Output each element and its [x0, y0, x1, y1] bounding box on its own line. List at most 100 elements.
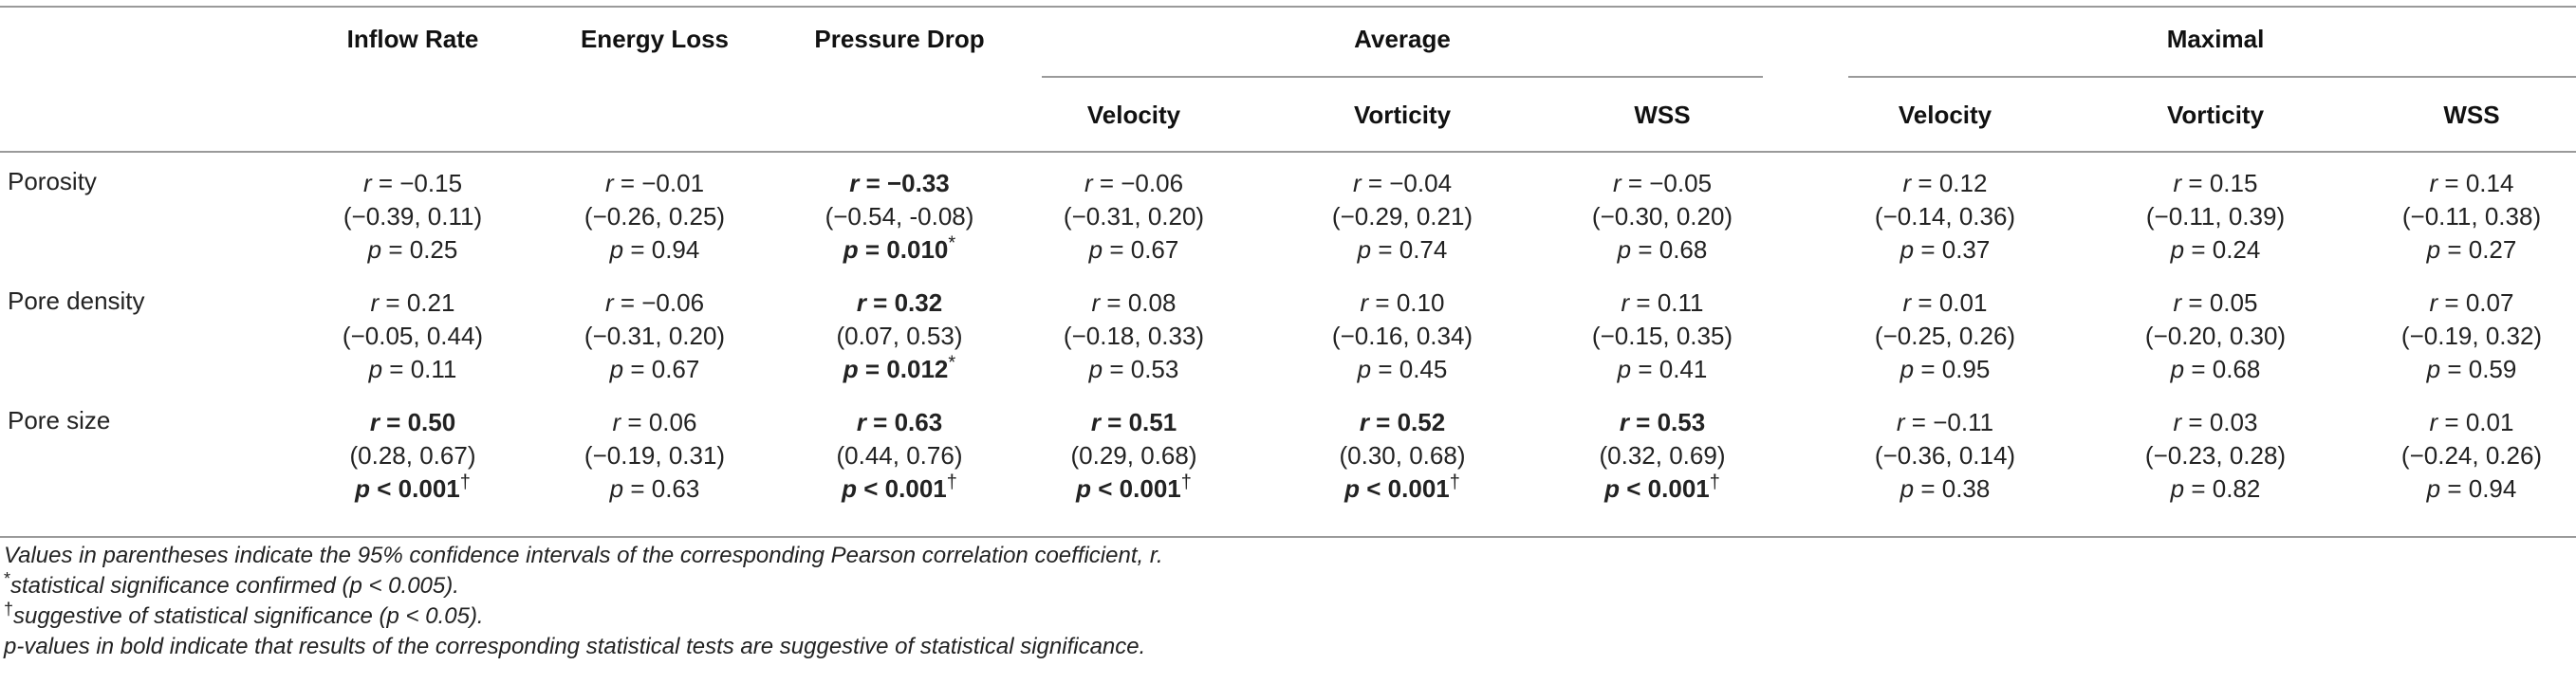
r-value: 0.21: [406, 288, 455, 317]
p-symbol: p: [1076, 474, 1092, 503]
row-label-pore-size: Pore size: [8, 406, 111, 434]
p-value-line: p = 0.53: [1010, 353, 1257, 386]
table-cell: r = 0.63 (0.44, 0.76) p < 0.001†: [776, 406, 1023, 506]
r-value: −0.11: [1933, 408, 1994, 436]
table-cell: r = 0.10 (−0.16, 0.34) p = 0.45: [1279, 287, 1526, 386]
confidence-interval: (−0.16, 0.34): [1331, 322, 1473, 350]
r-value: 0.07: [2465, 288, 2514, 317]
p-operator: =: [2191, 355, 2206, 383]
p-operator: =: [1638, 355, 1653, 383]
r-symbol: r: [2429, 288, 2438, 317]
p-operator: =: [1638, 235, 1653, 264]
p-symbol: p: [843, 235, 859, 264]
r-value-line: r = 0.15: [2092, 167, 2339, 200]
confidence-interval: (−0.18, 0.33): [1063, 322, 1205, 350]
col-header-energy-loss: Energy Loss: [580, 25, 730, 53]
confidence-interval: (−0.29, 0.21): [1331, 202, 1473, 231]
p-value: 0.94: [2468, 474, 2517, 503]
p-value-line: p = 0.74: [1279, 233, 1526, 267]
p-symbol: p: [1088, 235, 1103, 264]
p-value: 0.94: [651, 235, 700, 264]
r-value-line: r = 0.01: [2348, 406, 2576, 439]
p-value: 0.37: [1941, 235, 1991, 264]
p-symbol: p: [355, 474, 371, 503]
r-value: 0.51: [1128, 408, 1177, 436]
p-symbol: p: [1900, 235, 1915, 264]
r-symbol: r: [2173, 169, 2182, 197]
p-value: 0.25: [409, 235, 458, 264]
table-top-rule: [0, 6, 2576, 8]
p-operator: =: [1378, 355, 1393, 383]
group-header-average: Average: [1354, 25, 1451, 53]
p-symbol: p: [609, 474, 624, 503]
table-cell: r = −0.06 (−0.31, 0.20) p = 0.67: [531, 287, 778, 386]
equals-sign: =: [1100, 288, 1128, 317]
p-symbol: p: [2170, 235, 2185, 264]
maximal-group-rule: [1848, 76, 2576, 78]
p-operator: =: [1920, 235, 1936, 264]
p-value-line: p = 0.67: [531, 353, 778, 386]
p-value: 0.001: [1387, 474, 1450, 503]
group-header-maximal: Maximal: [2166, 25, 2265, 53]
footnote-bold-p-values: p-values in bold indicate that results o…: [4, 634, 1145, 660]
r-symbol: r: [1091, 288, 1101, 317]
table-cell: r = 0.32 (0.07, 0.53) p = 0.012*: [776, 287, 1023, 386]
col-header-max-vorticity: Vorticity: [2166, 101, 2265, 129]
table-cell: r = 0.08 (−0.18, 0.33) p = 0.53: [1010, 287, 1257, 386]
significance-mark: *: [948, 352, 956, 374]
r-symbol: r: [2173, 408, 2182, 436]
footnote-ci: Values in parentheses indicate the 95% c…: [4, 543, 1163, 569]
r-value: −0.05: [1649, 169, 1713, 197]
p-value: 0.24: [2212, 235, 2261, 264]
p-symbol: p: [842, 474, 858, 503]
confidence-interval: (0.28, 0.67): [349, 441, 476, 470]
col-header-max-velocity: Velocity: [1898, 101, 1992, 129]
r-symbol: r: [604, 288, 614, 317]
confidence-interval: (−0.19, 0.32): [2400, 322, 2543, 350]
p-value: 0.59: [2468, 355, 2517, 383]
r-value-line: r = −0.33: [776, 167, 1023, 200]
r-value-line: r = 0.03: [2092, 406, 2339, 439]
p-value-line: p = 0.010*: [776, 233, 1023, 267]
r-value: 0.08: [1127, 288, 1177, 317]
r-value: 0.01: [1938, 288, 1988, 317]
p-value: 0.95: [1941, 355, 1991, 383]
significance-mark: *: [948, 232, 956, 254]
p-value: 0.67: [1130, 235, 1179, 264]
col-header-avg-wss: WSS: [1634, 101, 1691, 129]
r-value: 0.10: [1396, 288, 1445, 317]
p-value: 0.001: [1119, 474, 1181, 503]
table-cell: r = −0.11 (−0.36, 0.14) p = 0.38: [1822, 406, 2068, 506]
p-value: 0.82: [2212, 474, 2261, 503]
equals-sign: =: [865, 288, 895, 317]
confidence-interval: (0.07, 0.53): [836, 322, 963, 350]
p-symbol: p: [2170, 355, 2185, 383]
r-symbol: r: [369, 408, 380, 436]
p-operator: =: [630, 355, 645, 383]
r-symbol: r: [1084, 169, 1093, 197]
p-operator: =: [2191, 474, 2206, 503]
p-symbol: p: [1900, 474, 1915, 503]
r-symbol: r: [2429, 169, 2438, 197]
r-value-line: r = 0.32: [776, 287, 1023, 320]
r-value-line: r = 0.63: [776, 406, 1023, 439]
r-value: −0.33: [886, 169, 950, 197]
r-value-line: r = −0.04: [1279, 167, 1526, 200]
p-value-line: p = 0.24: [2092, 233, 2339, 267]
p-symbol: p: [1344, 474, 1361, 503]
p-symbol: p: [2426, 355, 2441, 383]
p-value-line: p = 0.82: [2092, 472, 2339, 506]
equals-sign: =: [613, 169, 642, 197]
p-value-line: p = 0.41: [1539, 353, 1786, 386]
equals-sign: =: [1904, 408, 1934, 436]
table-cell: r = −0.15 (−0.39, 0.11) p = 0.25: [289, 167, 536, 267]
table-cell: r = 0.11 (−0.15, 0.35) p = 0.41: [1539, 287, 1786, 386]
equals-sign: =: [1368, 408, 1398, 436]
p-value: 0.74: [1399, 235, 1448, 264]
p-value-line: p = 0.012*: [776, 353, 1023, 386]
p-value-line: p = 0.45: [1279, 353, 1526, 386]
r-value-line: r = 0.10: [1279, 287, 1526, 320]
r-value-line: r = −0.06: [1010, 167, 1257, 200]
p-operator: <: [863, 474, 879, 503]
r-value-line: r = 0.12: [1822, 167, 2068, 200]
